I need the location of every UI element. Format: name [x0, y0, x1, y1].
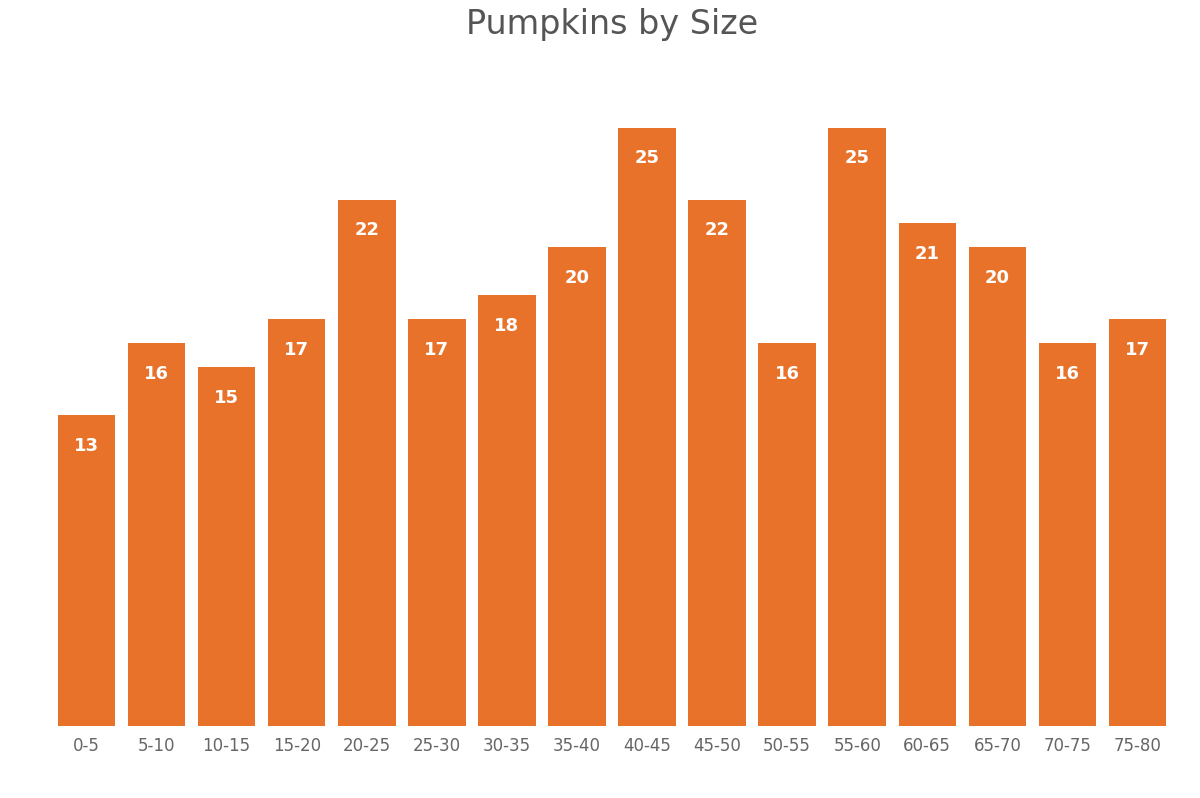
Text: 16: 16: [1055, 365, 1080, 383]
Bar: [128, 343, 185, 726]
Bar: [268, 319, 325, 726]
Text: 15: 15: [214, 389, 239, 407]
Bar: [1039, 343, 1096, 726]
Bar: [828, 128, 886, 726]
Text: 20: 20: [985, 269, 1010, 287]
Bar: [478, 295, 535, 726]
Text: 20: 20: [564, 269, 589, 287]
Text: 17: 17: [1124, 341, 1150, 359]
Bar: [338, 200, 396, 726]
Bar: [899, 223, 956, 726]
Bar: [618, 128, 676, 726]
Bar: [689, 200, 746, 726]
Text: 25: 25: [635, 149, 660, 168]
Bar: [58, 415, 115, 726]
Bar: [1109, 319, 1166, 726]
Title: Pumpkins by Size: Pumpkins by Size: [466, 8, 758, 41]
Bar: [408, 319, 466, 726]
Text: 25: 25: [845, 149, 870, 168]
Text: 16: 16: [775, 365, 799, 383]
Text: 17: 17: [284, 341, 310, 359]
Bar: [198, 367, 256, 726]
Bar: [758, 343, 816, 726]
Text: 17: 17: [425, 341, 449, 359]
Text: 13: 13: [74, 437, 100, 455]
Text: 21: 21: [914, 245, 940, 263]
Text: 22: 22: [704, 221, 730, 239]
Bar: [548, 247, 606, 726]
Text: 18: 18: [494, 317, 520, 335]
Text: 22: 22: [354, 221, 379, 239]
Bar: [968, 247, 1026, 726]
Text: 16: 16: [144, 365, 169, 383]
